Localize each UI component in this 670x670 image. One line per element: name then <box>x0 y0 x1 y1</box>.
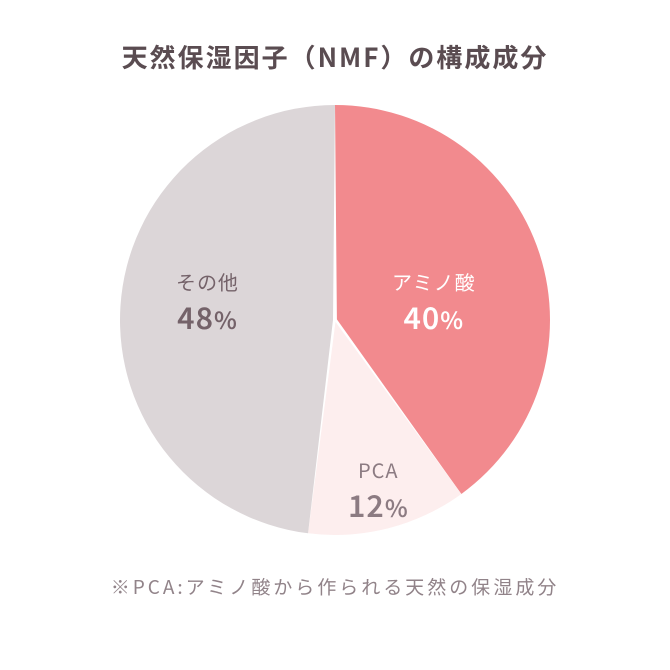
pie-chart: アミノ酸 40% PCA 12% その他 48% <box>120 105 550 535</box>
slice-name-pca: PCA <box>348 457 409 483</box>
chart-title: 天然保湿因子（NMF）の構成成分 <box>122 38 549 75</box>
slice-name-amino: アミノ酸 <box>392 269 476 295</box>
slice-label-amino: アミノ酸 40% <box>392 269 476 336</box>
slice-name-other: その他 <box>176 269 239 295</box>
slice-label-other: その他 48% <box>176 269 239 336</box>
slice-pct-pca: 12% <box>348 482 409 526</box>
slice-pct-amino: 40% <box>403 294 464 338</box>
slice-label-pca: PCA 12% <box>348 457 409 524</box>
slice-pct-other: 48% <box>177 294 238 338</box>
chart-footnote: ※PCA:アミノ酸から作られる天然の保湿成分 <box>111 573 560 600</box>
